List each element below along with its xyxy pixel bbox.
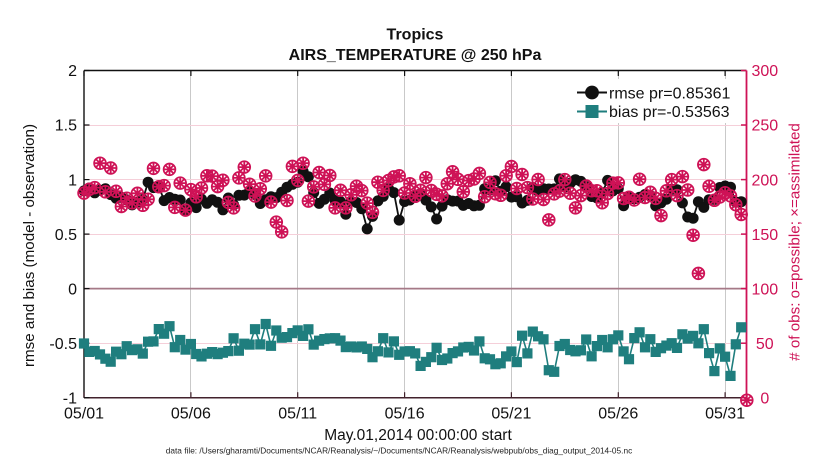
svg-text:0.5: 0.5 <box>55 227 77 244</box>
svg-text:-0.5: -0.5 <box>49 336 77 353</box>
svg-text:data file: /Users/gharamti/Doc: data file: /Users/gharamti/Documents/NCA… <box>166 446 632 456</box>
svg-text:05/16: 05/16 <box>385 405 425 422</box>
svg-text:1.5: 1.5 <box>55 118 77 135</box>
svg-text:05/11: 05/11 <box>278 405 317 422</box>
svg-text:May.01,2014 00:00:00 start: May.01,2014 00:00:00 start <box>324 427 512 444</box>
svg-text:300: 300 <box>751 63 778 80</box>
svg-text:rmse pr=0.85361: rmse pr=0.85361 <box>609 85 731 102</box>
svg-text:rmse and bias (model - observa: rmse and bias (model - observation) <box>21 124 38 367</box>
svg-text:50: 50 <box>756 336 774 353</box>
svg-text:250: 250 <box>751 118 778 135</box>
svg-text:Tropics: Tropics <box>387 27 444 44</box>
svg-text:0: 0 <box>68 281 77 298</box>
svg-text:# of obs: o=possible; ×=assimi: # of obs: o=possible; ×=assimilated <box>787 123 804 361</box>
svg-text:-1: -1 <box>63 390 77 407</box>
svg-text:0: 0 <box>760 390 769 407</box>
svg-text:05/26: 05/26 <box>598 405 638 422</box>
svg-text:100: 100 <box>751 281 778 298</box>
svg-text:200: 200 <box>751 172 778 189</box>
svg-text:bias pr=-0.53563: bias pr=-0.53563 <box>609 104 730 121</box>
svg-text:1: 1 <box>68 172 77 189</box>
svg-text:05/31: 05/31 <box>705 405 745 422</box>
svg-text:05/06: 05/06 <box>171 405 211 422</box>
svg-text:150: 150 <box>751 227 778 244</box>
svg-text:AIRS_TEMPERATURE @ 250 hPa: AIRS_TEMPERATURE @ 250 hPa <box>289 47 542 64</box>
svg-text:05/01: 05/01 <box>64 405 104 422</box>
svg-text:05/21: 05/21 <box>491 405 531 422</box>
svg-text:2: 2 <box>68 63 77 80</box>
